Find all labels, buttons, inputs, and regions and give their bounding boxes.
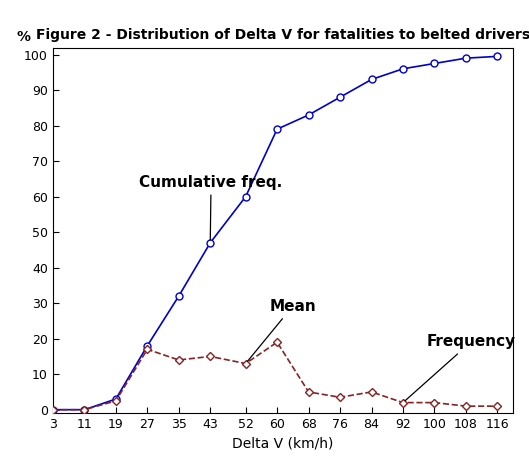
Title: Figure 2 - Distribution of Delta V for fatalities to belted drivers: Figure 2 - Distribution of Delta V for f… [36, 28, 529, 42]
Text: Frequency: Frequency [405, 334, 516, 401]
Text: Mean: Mean [248, 299, 316, 361]
Text: Cumulative freq.: Cumulative freq. [140, 174, 282, 240]
X-axis label: Delta V (km/h): Delta V (km/h) [232, 437, 334, 451]
Text: %: % [16, 30, 30, 44]
